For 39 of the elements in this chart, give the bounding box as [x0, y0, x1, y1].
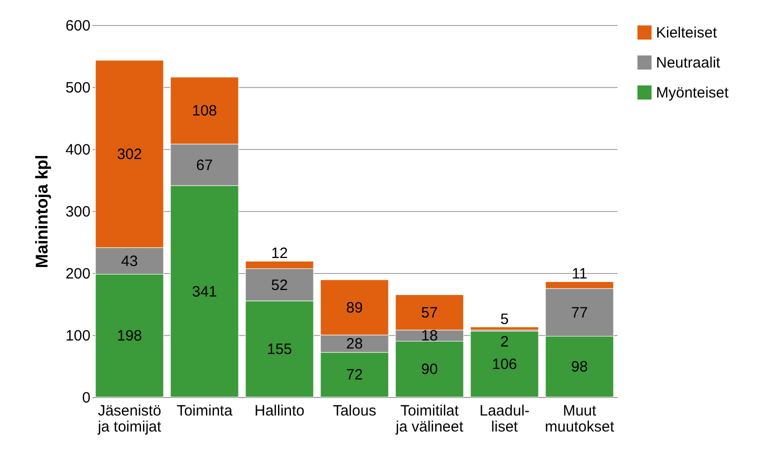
- x-tick-label: Muut muutokset: [544, 402, 615, 436]
- data-label: 67: [196, 156, 213, 174]
- data-label: 11: [572, 266, 588, 283]
- y-axis-title: Mainintoja kpl: [32, 154, 52, 268]
- x-tick-label: Hallinto: [254, 402, 305, 420]
- x-tick-label: Laadul- liset: [479, 402, 530, 436]
- y-tick-label: 0: [82, 390, 90, 406]
- data-label: 52: [271, 276, 288, 294]
- data-label: 57: [421, 304, 438, 322]
- legend-label: Kielteiset: [656, 24, 718, 42]
- data-label: 43: [121, 252, 138, 270]
- data-label: 98: [571, 358, 588, 376]
- data-label: 77: [571, 304, 588, 322]
- data-label: 12: [271, 245, 288, 262]
- data-label: 72: [346, 366, 363, 384]
- x-tick-label: Jäsenistö ja toimijat: [96, 402, 162, 436]
- x-tick-label: Toiminta: [176, 402, 234, 420]
- y-tick-label: 400: [65, 142, 90, 158]
- y-tick-label: 300: [65, 204, 90, 220]
- y-tick-label: 500: [65, 80, 90, 96]
- data-label: 90: [421, 361, 438, 378]
- data-label: 106: [492, 356, 518, 374]
- legend-label: Myönteiset: [656, 84, 730, 102]
- data-label: 18: [421, 328, 438, 345]
- data-label: 302: [116, 146, 142, 163]
- y-tick-label: 100: [65, 328, 90, 344]
- y-tick-label: 200: [65, 266, 90, 282]
- data-label: 155: [266, 340, 292, 358]
- x-tick-label: Talous: [332, 402, 376, 420]
- data-label: 5: [500, 310, 509, 328]
- legend-label: Neutraalit: [656, 54, 722, 72]
- data-label: 28: [346, 336, 363, 353]
- data-label: 2: [500, 333, 509, 350]
- x-tick-label: Toimitilat ja välineet: [394, 402, 464, 436]
- data-label: 341: [192, 283, 218, 300]
- data-label: 89: [346, 299, 363, 316]
- data-label: 198: [116, 328, 142, 345]
- y-tick-label: 600: [65, 18, 90, 34]
- data-label: 108: [192, 102, 218, 120]
